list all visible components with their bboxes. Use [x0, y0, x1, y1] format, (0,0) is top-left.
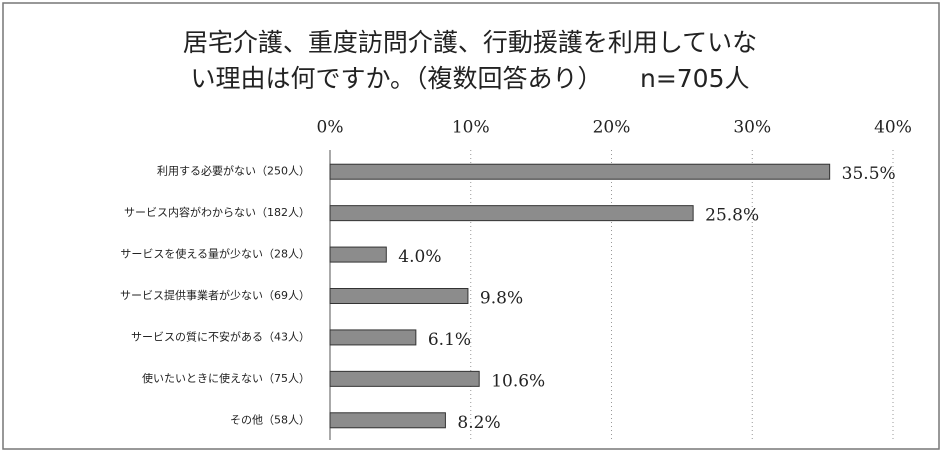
chart-title: い理由は何ですか。（複数回答あり） n=705人: [190, 64, 749, 93]
x-tick-label: 40%: [874, 118, 912, 138]
bar: [329, 163, 831, 180]
bar: [329, 288, 469, 304]
value-label: 6.1%: [428, 330, 471, 350]
value-label: 8.2%: [457, 413, 500, 433]
value-label: 35.5%: [842, 164, 896, 184]
bar: [329, 205, 694, 222]
category-label: サービス提供事業者が少ない（69人）: [120, 288, 310, 302]
category-label: 利用する必要がない（250人）: [157, 164, 310, 178]
chart-title: 居宅介護、重度訪問介護、行動援護を利用していな: [183, 28, 757, 57]
bar: [329, 412, 446, 429]
x-tick-label: 10%: [452, 118, 490, 138]
bar: [329, 370, 480, 387]
category-label: 使いたいときに使えない（75人）: [142, 372, 310, 385]
value-label: 10.6%: [491, 371, 545, 391]
category-label: サービスの質に不安がある（43人）: [131, 329, 310, 343]
category-label: サービス内容がわからない（182人）: [124, 205, 310, 219]
x-tick-label: 20%: [593, 118, 631, 138]
value-label: 25.8%: [705, 206, 759, 226]
bar: [329, 329, 417, 346]
category-label: その他（58人）: [230, 413, 310, 426]
value-label: 9.8%: [480, 289, 523, 309]
x-tick-label: 0%: [317, 118, 344, 138]
x-tick-label: 30%: [733, 118, 771, 138]
category-label: サービスを使える量が少ない（28人）: [120, 247, 310, 261]
value-label: 4.0%: [398, 247, 441, 267]
bar: [329, 246, 387, 263]
